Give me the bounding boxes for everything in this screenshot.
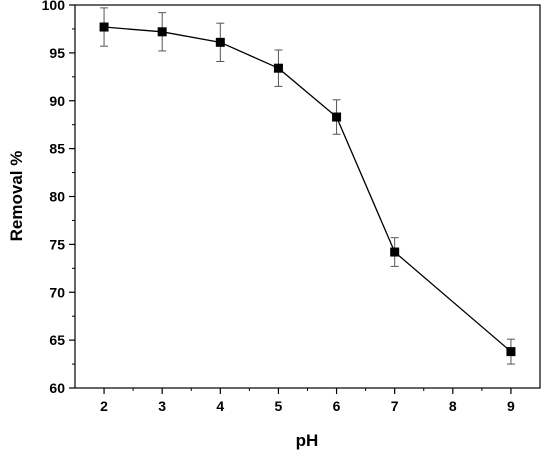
series-line	[104, 26, 512, 353]
x-tick-label: 8	[449, 398, 457, 414]
x-tick-label: 5	[275, 398, 283, 414]
series-layer	[99, 7, 516, 365]
x-tick-label: 6	[333, 398, 341, 414]
x-tick-label: 7	[391, 398, 399, 414]
y-tick-label: 100	[42, 0, 66, 13]
y-tick-label: 85	[49, 141, 65, 157]
y-tick-label: 60	[49, 380, 65, 396]
x-axis-title: pH	[296, 431, 319, 450]
y-tick-label: 70	[49, 284, 65, 300]
x-tick-label: 4	[216, 398, 224, 414]
data-point-marker	[332, 112, 342, 122]
data-point-marker	[506, 347, 516, 357]
data-point-marker	[99, 22, 109, 32]
x-tick-label: 9	[507, 398, 515, 414]
y-axis-ticks: 60 65 70 75 80 85 90 95 100	[42, 0, 75, 396]
y-tick-label: 80	[49, 189, 65, 205]
y-tick-label: 95	[49, 45, 65, 61]
data-point-marker	[157, 27, 167, 37]
y-axis-title: Removal %	[7, 151, 26, 242]
plot-frame	[74, 4, 541, 389]
y-tick-label: 90	[49, 93, 65, 109]
data-point-marker	[273, 63, 283, 73]
x-tick-label: 3	[158, 398, 166, 414]
y-tick-label: 65	[49, 332, 65, 348]
x-axis-ticks: 2 3 4 5 6 7 8 9	[100, 388, 515, 414]
y-tick-label: 75	[49, 236, 65, 252]
data-point-marker	[390, 247, 400, 257]
data-point-marker	[215, 37, 225, 47]
x-tick-label: 2	[100, 398, 108, 414]
